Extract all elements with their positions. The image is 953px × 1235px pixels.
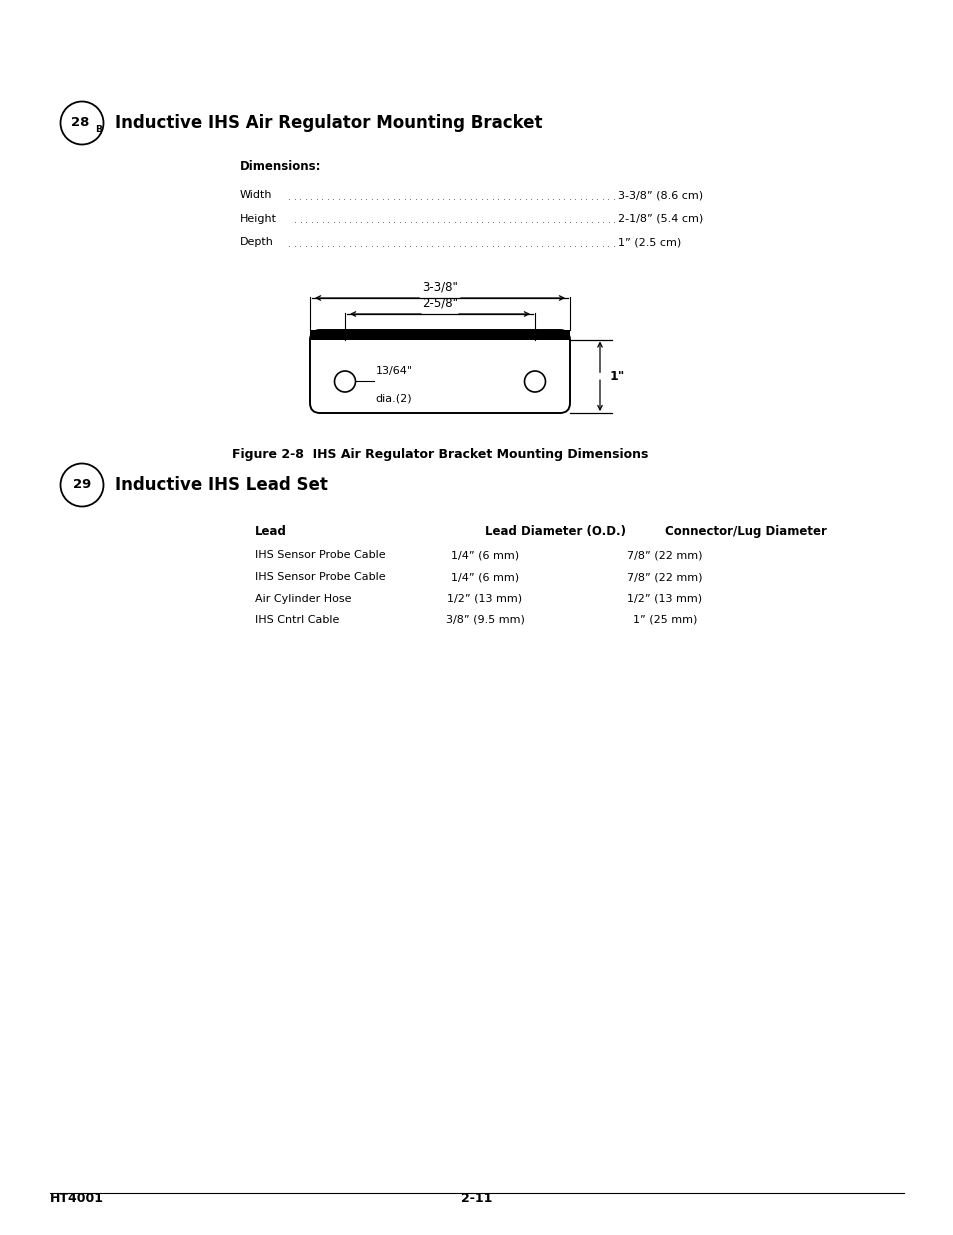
- Text: 2-11: 2-11: [461, 1192, 492, 1205]
- Text: Inductive IHS Air Regulator Mounting Bracket: Inductive IHS Air Regulator Mounting Bra…: [115, 114, 542, 132]
- Text: Width: Width: [240, 190, 273, 200]
- Text: 1/2” (13 mm): 1/2” (13 mm): [447, 594, 522, 604]
- Text: 1” (25 mm): 1” (25 mm): [632, 615, 697, 625]
- Text: 2-5/8": 2-5/8": [421, 296, 457, 310]
- Bar: [310, 330, 569, 340]
- Text: 1": 1": [609, 369, 625, 383]
- Text: Connector/Lug Diameter: Connector/Lug Diameter: [664, 525, 826, 538]
- Text: IHS Cntrl Cable: IHS Cntrl Cable: [254, 615, 339, 625]
- Text: B: B: [95, 126, 102, 135]
- Text: 1/4” (6 mm): 1/4” (6 mm): [451, 551, 518, 561]
- Text: Lead Diameter (O.D.): Lead Diameter (O.D.): [484, 525, 625, 538]
- Text: 1/2” (13 mm): 1/2” (13 mm): [627, 594, 701, 604]
- Text: dia.(2): dia.(2): [375, 394, 412, 404]
- Text: 3-3/8": 3-3/8": [421, 282, 457, 294]
- Text: IHS Sensor Probe Cable: IHS Sensor Probe Cable: [254, 572, 385, 582]
- Text: 29: 29: [72, 478, 91, 492]
- Text: Inductive IHS Lead Set: Inductive IHS Lead Set: [115, 475, 328, 494]
- Text: Height: Height: [240, 214, 276, 224]
- Text: HT4001: HT4001: [50, 1192, 104, 1205]
- Text: 1/4” (6 mm): 1/4” (6 mm): [451, 572, 518, 582]
- Text: 2-1/8” (5.4 cm): 2-1/8” (5.4 cm): [618, 214, 702, 224]
- Text: Figure 2-8  IHS Air Regulator Bracket Mounting Dimensions: Figure 2-8 IHS Air Regulator Bracket Mou…: [232, 448, 647, 461]
- Text: 3/8” (9.5 mm): 3/8” (9.5 mm): [445, 615, 524, 625]
- Text: 7/8” (22 mm): 7/8” (22 mm): [626, 551, 702, 561]
- Text: 13/64": 13/64": [375, 367, 413, 377]
- Text: 3-3/8” (8.6 cm): 3-3/8” (8.6 cm): [618, 190, 702, 200]
- Text: Air Cylinder Hose: Air Cylinder Hose: [254, 594, 351, 604]
- Text: 1” (2.5 cm): 1” (2.5 cm): [618, 237, 680, 247]
- Text: 28: 28: [71, 116, 89, 128]
- Text: Dimensions:: Dimensions:: [240, 161, 321, 173]
- Text: 7/8” (22 mm): 7/8” (22 mm): [626, 572, 702, 582]
- Text: IHS Sensor Probe Cable: IHS Sensor Probe Cable: [254, 551, 385, 561]
- Text: Depth: Depth: [240, 237, 274, 247]
- Text: Lead: Lead: [254, 525, 287, 538]
